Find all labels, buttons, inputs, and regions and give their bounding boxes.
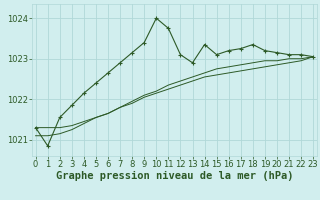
X-axis label: Graphe pression niveau de la mer (hPa): Graphe pression niveau de la mer (hPa)	[56, 171, 293, 181]
